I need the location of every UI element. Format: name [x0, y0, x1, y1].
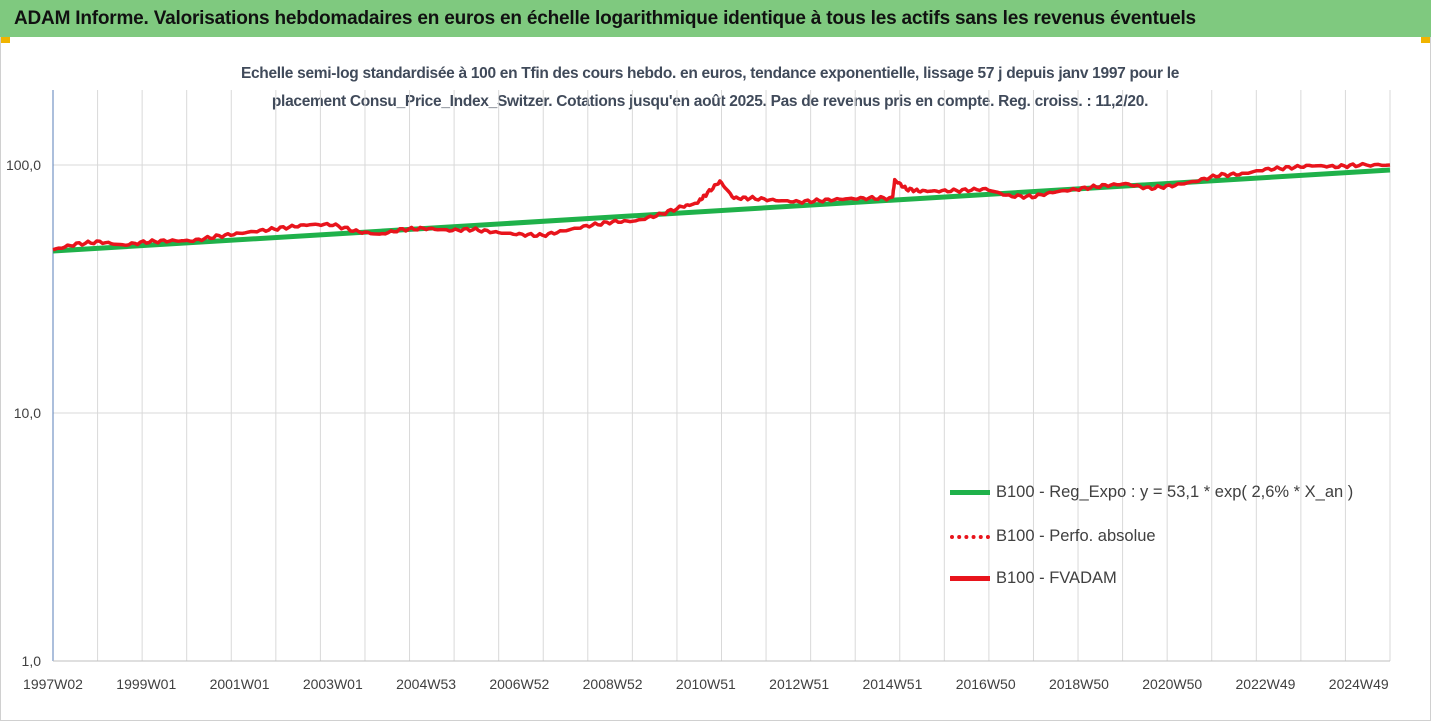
report-title-bar: ADAM Informe. Valorisations hebdomadaire…: [0, 0, 1431, 37]
legend-item-perf: B100 - Perfo. absolue: [950, 527, 1156, 546]
x-tick-label: 2003W01: [303, 676, 363, 692]
x-tick-label: 2006W52: [489, 676, 549, 692]
legend-swatch-perf: [950, 534, 990, 539]
x-tick-label: 2018W50: [1049, 676, 1109, 692]
series-line-fvadam: [52, 161, 1391, 252]
legend-item-fvadam: B100 - FVADAM: [950, 569, 1117, 588]
legend-swatch-fvadam: [950, 576, 990, 581]
x-tick-label: 2012W51: [769, 676, 829, 692]
x-tick-label: 2001W01: [210, 676, 270, 692]
chart-subtitle-line-1: Echelle semi-log standardisée à 100 en T…: [240, 65, 1180, 82]
corner-mark-right: [1421, 37, 1431, 43]
x-tick-label: 2008W52: [583, 676, 643, 692]
x-tick-label: 1997W02: [23, 676, 83, 692]
x-tick-label: 2016W50: [956, 676, 1016, 692]
x-tick-label: 1999W01: [116, 676, 176, 692]
x-tick-label: 2004W53: [396, 676, 456, 692]
y-tick-label: 100,0: [6, 157, 41, 173]
y-tick-label: 1,0: [22, 653, 42, 669]
legend-label-trend: B100 - Reg_Expo : y = 53,1 * exp( 2,6% *…: [996, 483, 1354, 501]
legend-swatch-trend: [950, 490, 990, 495]
x-tick-label: 2014W51: [862, 676, 922, 692]
report-title: ADAM Informe. Valorisations hebdomadaire…: [14, 7, 1196, 29]
legend-label-perf: B100 - Perfo. absolue: [996, 527, 1156, 545]
chart-subtitle-line-2: placement Consu_Price_Index_Switzer. Cot…: [271, 93, 1149, 110]
x-tick-label: 2024W49: [1329, 676, 1389, 692]
legend-label-fvadam: B100 - FVADAM: [996, 569, 1117, 587]
x-tick-label: 2022W49: [1236, 676, 1296, 692]
y-tick-label: 10,0: [14, 405, 41, 421]
series-line-reg-expo: [52, 167, 1391, 254]
legend-item-trend: B100 - Reg_Expo : y = 53,1 * exp( 2,6% *…: [950, 483, 1353, 502]
x-tick-label: 2020W50: [1142, 676, 1202, 692]
x-tick-label: 2010W51: [676, 676, 736, 692]
corner-mark-left: [0, 37, 10, 43]
